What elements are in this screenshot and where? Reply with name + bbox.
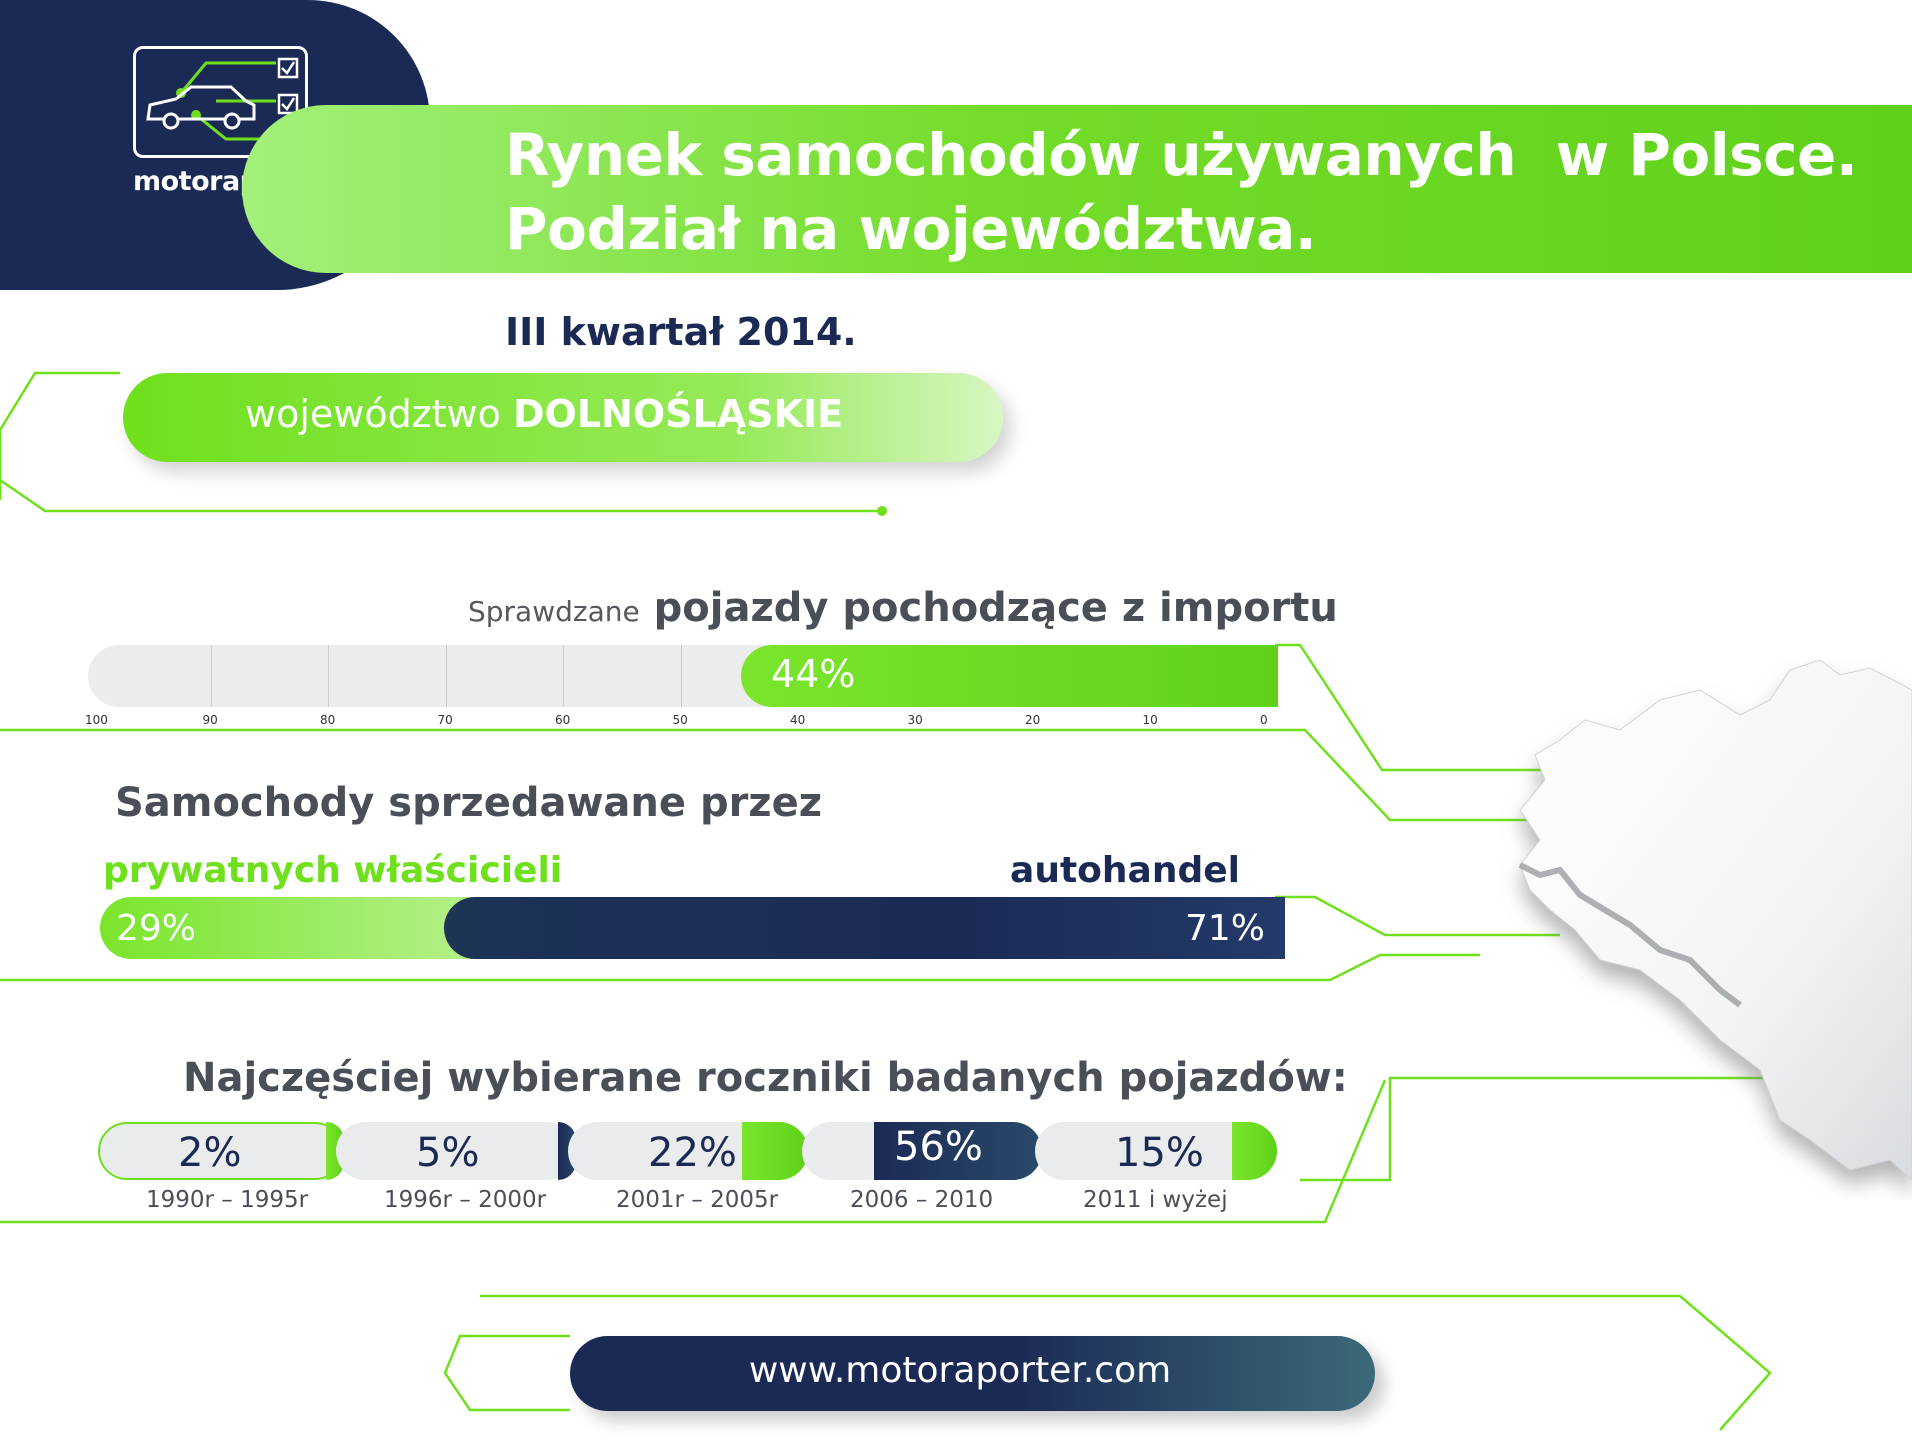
year-bar-fill <box>1231 1122 1277 1180</box>
year-value-label: 2% <box>178 1130 242 1176</box>
region-label: województwo DOLNOŚLĄSKIE <box>245 392 843 436</box>
import-title-main: pojazdy pochodzące z importu <box>653 585 1338 631</box>
sellers-bar-private <box>100 897 474 959</box>
import-gridline <box>328 645 329 707</box>
year-bar-fill <box>742 1122 808 1180</box>
import-tick-label: 50 <box>672 713 688 727</box>
sellers-bar-dealer <box>443 897 1285 959</box>
year-category-label: 2001r – 2005r <box>616 1187 779 1213</box>
year-bar-fill <box>874 1122 1042 1180</box>
sellers-chart-title: Samochody sprzedawane przez <box>115 780 822 826</box>
sellers-value-private: 29% <box>116 908 197 949</box>
sellers-category-dealer: autohandel <box>1010 850 1240 891</box>
import-bar-fill <box>741 645 1278 707</box>
import-tick-label: 10 <box>1142 713 1158 727</box>
sellers-value-dealer: 71% <box>1185 908 1266 949</box>
import-gridline <box>680 645 682 707</box>
import-tick-label: 40 <box>790 713 806 727</box>
year-bar-track <box>336 1122 576 1180</box>
import-gridline <box>563 645 564 707</box>
page-title: Rynek samochodów używanych w Polsce. Pod… <box>505 118 1858 266</box>
import-tick-label: 30 <box>907 713 923 727</box>
logo-frame <box>133 46 308 158</box>
footer-url-link[interactable]: www.motoraporter.com <box>748 1350 1172 1391</box>
import-value-label: 44% <box>771 652 856 696</box>
title-line-1: Rynek samochodów używanych w Polsce. <box>505 121 1858 189</box>
import-tick-label: 0 <box>1260 713 1268 727</box>
year-category-label: 1996r – 2000r <box>384 1187 547 1213</box>
year-value-label: 15% <box>1115 1130 1204 1176</box>
import-title-prefix: Sprawdzane <box>468 595 640 628</box>
region-banner <box>123 373 1003 462</box>
year-value-label: 22% <box>648 1130 737 1176</box>
sellers-category-private: prywatnych właścicieli <box>103 850 563 891</box>
footer-banner <box>570 1336 1375 1411</box>
year-bar-track <box>98 1122 344 1180</box>
map-silhouette <box>1518 660 1912 1181</box>
region-prefix: województwo <box>245 392 501 436</box>
year-value-label: 56% <box>894 1124 983 1170</box>
year-category-label: 1990r – 1995r <box>146 1187 309 1213</box>
import-gridline <box>210 645 212 707</box>
import-tick-label: 20 <box>1025 713 1041 727</box>
year-category-label: 2011 i wyżej <box>1083 1187 1228 1213</box>
year-value-label: 5% <box>416 1130 480 1176</box>
import-chart-title: Sprawdzane pojazdy pochodzące z importu <box>468 585 1338 631</box>
import-tick-label: 70 <box>437 713 453 727</box>
import-gridline <box>445 645 447 707</box>
import-tick-label: 90 <box>202 713 218 727</box>
import-tick-label: 60 <box>555 713 571 727</box>
import-tick-label: 80 <box>320 713 336 727</box>
period-label: III kwartał 2014. <box>505 310 857 354</box>
car-checklist-icon <box>146 57 299 151</box>
title-banner <box>242 105 1912 273</box>
title-line-2: Podział na województwa. <box>505 195 1317 263</box>
year-category-label: 2006 – 2010 <box>850 1187 994 1213</box>
years-chart-title: Najczęściej wybierane roczniki badanych … <box>183 1055 1348 1101</box>
region-name: DOLNOŚLĄSKIE <box>512 392 844 436</box>
import-tick-label: 100 <box>85 713 108 727</box>
